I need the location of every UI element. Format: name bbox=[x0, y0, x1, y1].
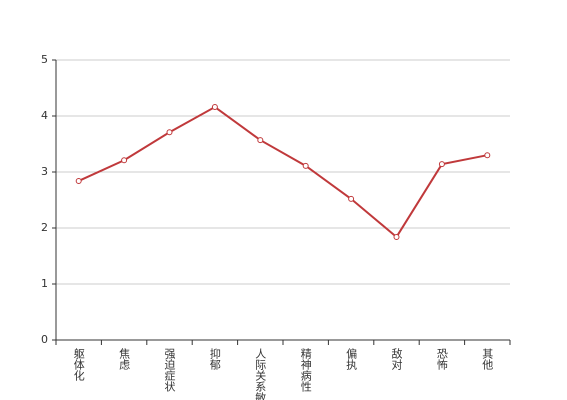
point bbox=[257, 137, 264, 144]
point bbox=[438, 161, 445, 168]
y-tick-label: 1 bbox=[41, 277, 48, 290]
y-tick-label: 4 bbox=[41, 109, 48, 122]
point bbox=[484, 152, 491, 159]
x-tick-label: 精神病性 bbox=[299, 348, 312, 393]
y-tick-label: 3 bbox=[41, 165, 48, 178]
x-tick-label: 躯体化 bbox=[72, 348, 85, 382]
y-tick-label: 2 bbox=[41, 221, 48, 234]
y-tick-label: 5 bbox=[41, 53, 48, 66]
point bbox=[302, 162, 309, 169]
x-tick-label: 其他 bbox=[481, 348, 494, 370]
line bbox=[78, 105, 488, 239]
x-tick-label: 敌对 bbox=[390, 347, 403, 370]
x-tick-label: 人际关系敏感 bbox=[254, 348, 267, 400]
point bbox=[121, 157, 128, 164]
point bbox=[166, 129, 173, 136]
x-tick-label: 恐怖 bbox=[435, 348, 448, 370]
x-tick-label: 偏执 bbox=[345, 347, 358, 371]
point bbox=[75, 177, 82, 184]
x-tick-label: 抑郁 bbox=[208, 347, 221, 370]
x-tick-label: 强迫症状 bbox=[163, 348, 176, 392]
y-tick-label: 0 bbox=[41, 333, 48, 346]
point bbox=[348, 195, 355, 202]
x-tick-label: 焦虑 bbox=[118, 348, 131, 370]
point bbox=[211, 104, 218, 111]
point bbox=[393, 233, 400, 240]
